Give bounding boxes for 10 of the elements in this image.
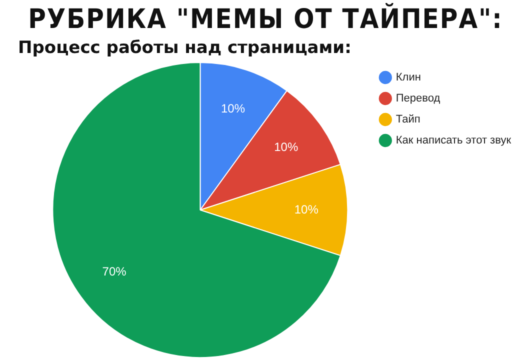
data-label: 10% xyxy=(294,202,319,216)
data-label: 10% xyxy=(274,140,298,154)
legend-label: Тайп xyxy=(396,114,420,126)
legend-label: Перевод xyxy=(396,92,441,105)
legend-label: Клин xyxy=(396,72,421,84)
chart-title: РУБРИКА "МЕМЫ ОТ ТАЙПЕРА": xyxy=(27,4,504,35)
data-label: 10% xyxy=(221,101,246,116)
legend-label: Как написать этот звук xyxy=(396,134,512,147)
data-label: 70% xyxy=(102,264,127,279)
chart-subtitle: Процесс работы над страницами: xyxy=(18,38,352,58)
